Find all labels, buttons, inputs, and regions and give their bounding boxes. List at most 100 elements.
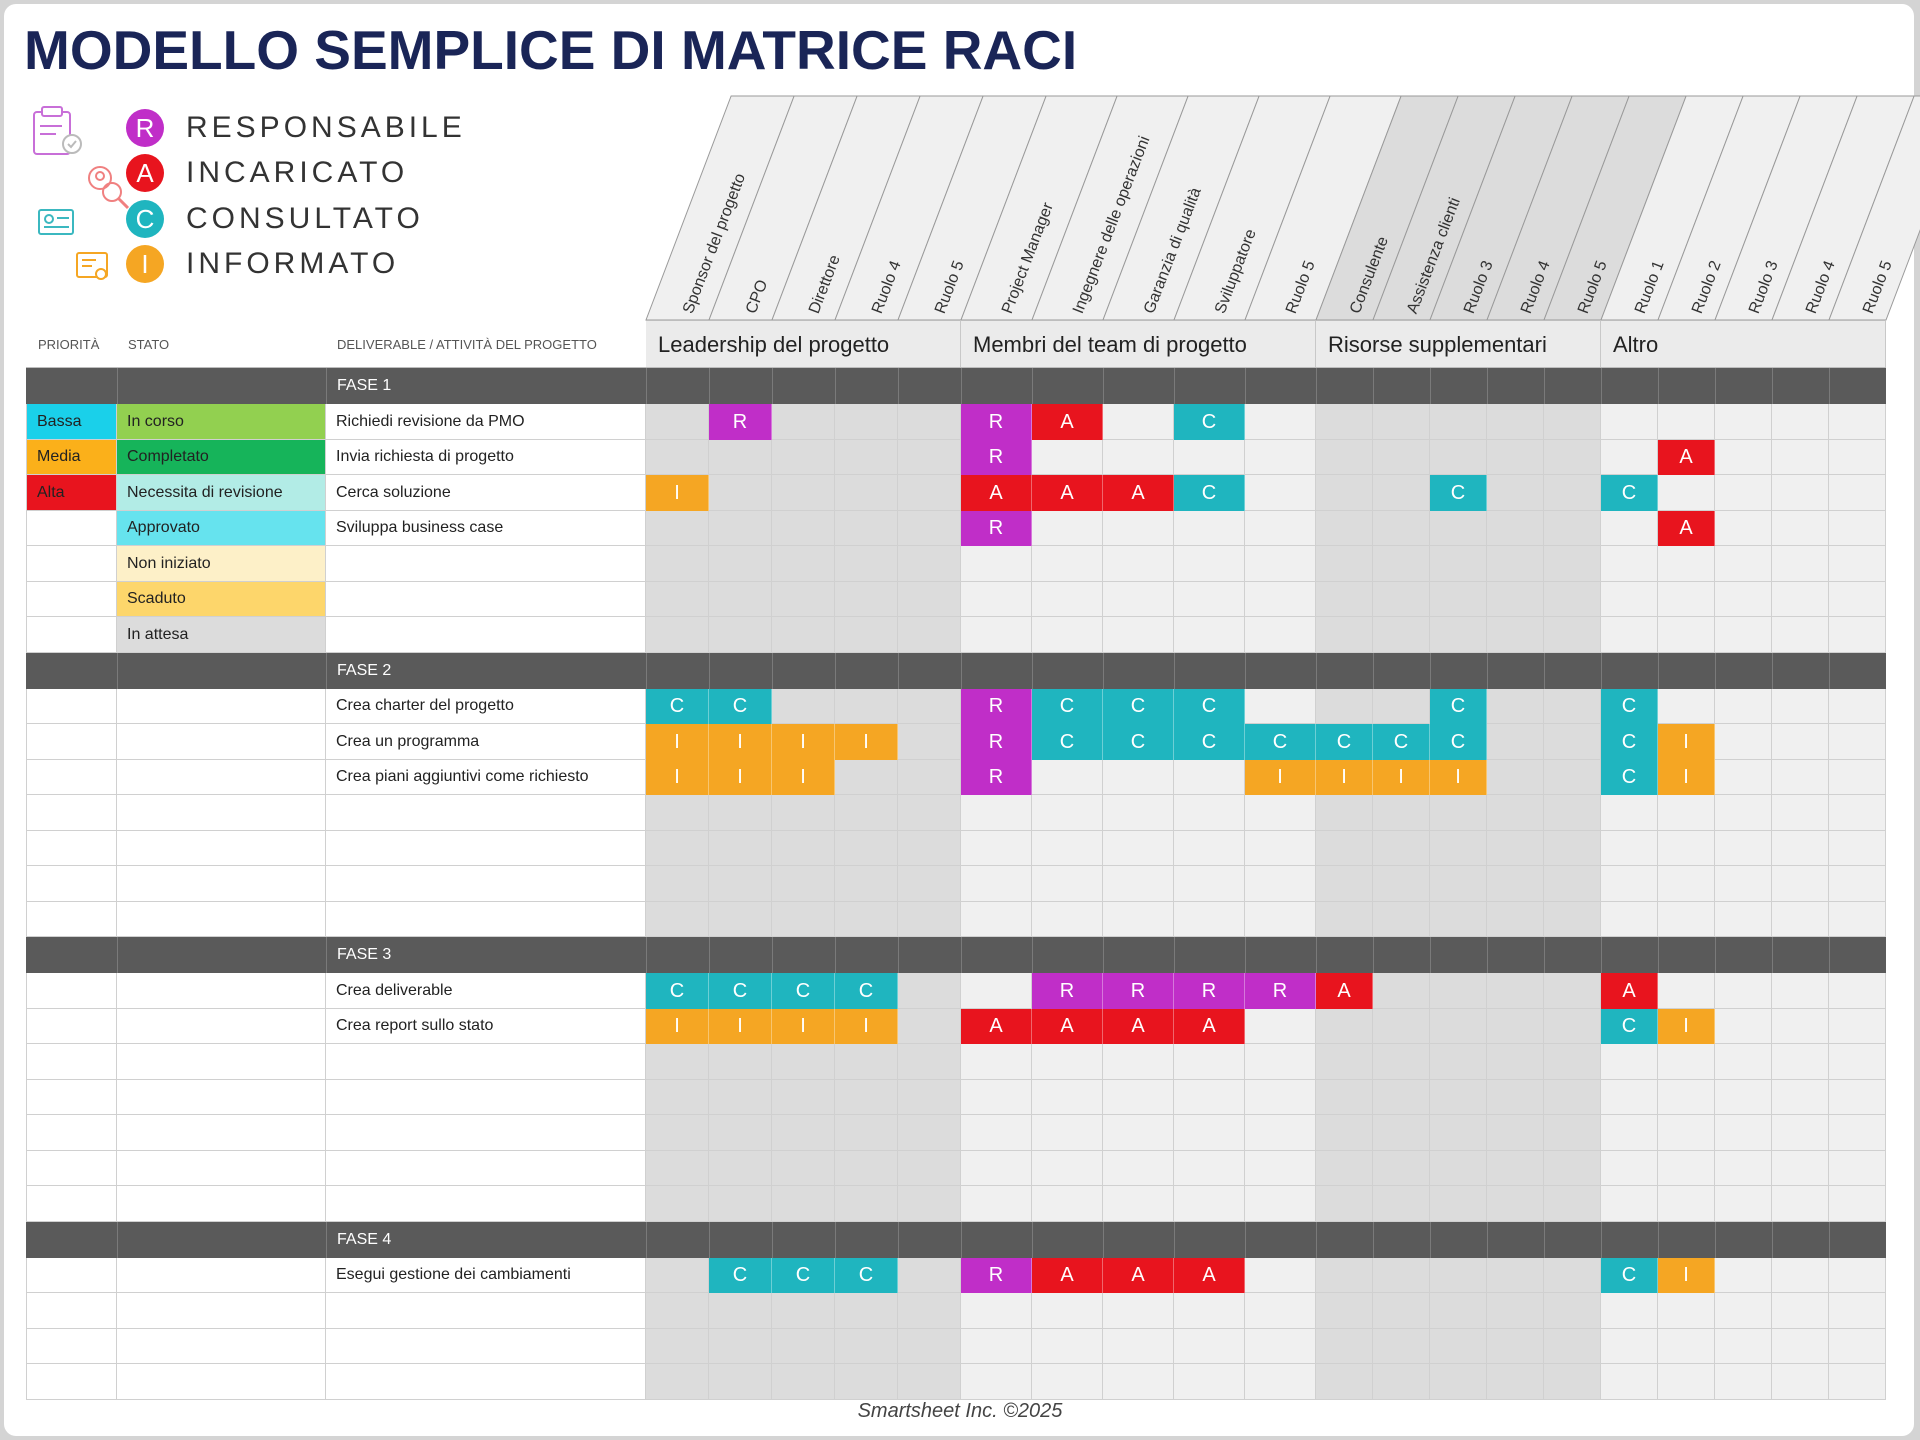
raci-cell-empty[interactable] [898, 617, 961, 653]
raci-cell-empty[interactable] [1658, 1115, 1715, 1151]
raci-cell-empty[interactable] [1245, 1364, 1316, 1400]
raci-cell-empty[interactable] [1487, 1080, 1544, 1115]
raci-cell-empty[interactable] [1316, 582, 1373, 617]
raci-cell-empty[interactable] [1245, 866, 1316, 902]
raci-cell-empty[interactable] [1430, 1364, 1487, 1400]
raci-cell-empty[interactable] [1032, 866, 1103, 902]
raci-cell-empty[interactable] [1829, 440, 1886, 475]
raci-cell-empty[interactable] [772, 1364, 835, 1400]
raci-cell-empty[interactable] [835, 582, 898, 617]
priority-cell[interactable] [26, 760, 117, 795]
raci-cell-empty[interactable] [646, 1044, 709, 1080]
raci-cell-empty[interactable] [1658, 866, 1715, 902]
raci-cell-empty[interactable] [1430, 795, 1487, 831]
raci-cell-empty[interactable] [1245, 1293, 1316, 1329]
status-cell[interactable] [117, 1151, 326, 1186]
raci-cell-c[interactable]: C [835, 973, 898, 1009]
task-cell[interactable]: Cerca soluzione [326, 475, 646, 511]
raci-cell-empty[interactable] [1715, 1044, 1772, 1080]
raci-cell-empty[interactable] [1174, 1044, 1245, 1080]
status-cell[interactable] [117, 1009, 326, 1044]
priority-cell[interactable] [26, 973, 117, 1009]
raci-cell-c[interactable]: C [1103, 724, 1174, 760]
raci-cell-c[interactable]: C [1032, 724, 1103, 760]
raci-cell-empty[interactable] [646, 902, 709, 937]
raci-cell-empty[interactable] [1316, 1364, 1373, 1400]
task-cell[interactable]: Sviluppa business case [326, 511, 646, 546]
raci-cell-empty[interactable] [1430, 404, 1487, 440]
raci-cell-empty[interactable] [898, 689, 961, 724]
status-cell[interactable] [117, 1115, 326, 1151]
raci-cell-a[interactable]: A [1032, 475, 1103, 511]
raci-cell-empty[interactable] [1829, 1009, 1886, 1044]
raci-cell-empty[interactable] [1487, 689, 1544, 724]
raci-cell-empty[interactable] [1829, 866, 1886, 902]
raci-cell-empty[interactable] [1544, 404, 1601, 440]
raci-cell-empty[interactable] [1715, 902, 1772, 937]
status-cell[interactable] [117, 1293, 326, 1329]
raci-cell-empty[interactable] [1174, 1364, 1245, 1400]
raci-cell-empty[interactable] [961, 831, 1032, 866]
raci-cell-r[interactable]: R [961, 440, 1032, 475]
task-cell[interactable] [326, 1293, 646, 1329]
status-cell[interactable]: Necessita di revisione [117, 475, 326, 511]
status-cell[interactable] [117, 973, 326, 1009]
raci-cell-empty[interactable] [1772, 1080, 1829, 1115]
raci-cell-empty[interactable] [1430, 1080, 1487, 1115]
raci-cell-c[interactable]: C [1174, 475, 1245, 511]
raci-cell-empty[interactable] [772, 902, 835, 937]
raci-cell-empty[interactable] [1487, 475, 1544, 511]
status-cell[interactable] [117, 724, 326, 760]
raci-cell-empty[interactable] [1174, 1151, 1245, 1186]
raci-cell-empty[interactable] [1601, 1151, 1658, 1186]
raci-cell-empty[interactable] [898, 1080, 961, 1115]
raci-cell-empty[interactable] [1772, 1329, 1829, 1364]
raci-cell-i[interactable]: I [835, 724, 898, 760]
raci-cell-empty[interactable] [1316, 689, 1373, 724]
raci-cell-empty[interactable] [1174, 1115, 1245, 1151]
raci-cell-empty[interactable] [961, 973, 1032, 1009]
priority-cell[interactable] [26, 866, 117, 902]
priority-cell[interactable] [26, 617, 117, 653]
raci-cell-empty[interactable] [1544, 1009, 1601, 1044]
raci-cell-empty[interactable] [1373, 689, 1430, 724]
raci-cell-c[interactable]: C [1601, 1009, 1658, 1044]
raci-cell-empty[interactable] [1103, 440, 1174, 475]
raci-cell-empty[interactable] [1601, 582, 1658, 617]
raci-cell-empty[interactable] [772, 475, 835, 511]
raci-cell-empty[interactable] [1174, 866, 1245, 902]
raci-cell-c[interactable]: C [1601, 760, 1658, 795]
raci-cell-empty[interactable] [1715, 724, 1772, 760]
raci-cell-empty[interactable] [1032, 511, 1103, 546]
raci-cell-empty[interactable] [1373, 1044, 1430, 1080]
raci-cell-empty[interactable] [1032, 1293, 1103, 1329]
raci-cell-i[interactable]: I [1658, 760, 1715, 795]
status-cell[interactable] [117, 795, 326, 831]
raci-cell-empty[interactable] [1103, 546, 1174, 582]
raci-cell-empty[interactable] [646, 1329, 709, 1364]
raci-cell-empty[interactable] [709, 1115, 772, 1151]
raci-cell-c[interactable]: C [1174, 404, 1245, 440]
raci-cell-empty[interactable] [1715, 617, 1772, 653]
raci-cell-empty[interactable] [1544, 689, 1601, 724]
status-cell[interactable]: In corso [117, 404, 326, 440]
raci-cell-empty[interactable] [1316, 1009, 1373, 1044]
raci-cell-empty[interactable] [1715, 1293, 1772, 1329]
raci-cell-empty[interactable] [961, 1293, 1032, 1329]
raci-cell-i[interactable]: I [1658, 724, 1715, 760]
raci-cell-empty[interactable] [1772, 831, 1829, 866]
raci-cell-empty[interactable] [1487, 440, 1544, 475]
raci-cell-empty[interactable] [1245, 902, 1316, 937]
raci-cell-empty[interactable] [1316, 831, 1373, 866]
raci-cell-empty[interactable] [772, 866, 835, 902]
raci-cell-empty[interactable] [898, 866, 961, 902]
raci-cell-empty[interactable] [1373, 511, 1430, 546]
raci-cell-empty[interactable] [1829, 1151, 1886, 1186]
raci-cell-empty[interactable] [1544, 511, 1601, 546]
raci-cell-a[interactable]: A [1103, 475, 1174, 511]
raci-cell-empty[interactable] [1772, 546, 1829, 582]
raci-cell-empty[interactable] [1245, 440, 1316, 475]
raci-cell-c[interactable]: C [709, 973, 772, 1009]
raci-cell-empty[interactable] [1245, 831, 1316, 866]
raci-cell-i[interactable]: I [646, 760, 709, 795]
